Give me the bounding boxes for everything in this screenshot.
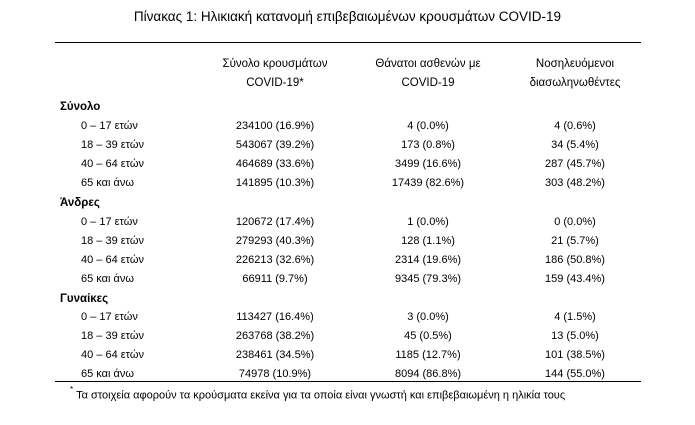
row-label: 65 και άνω xyxy=(81,177,134,189)
cell-cases: 113427 (16.4%) xyxy=(236,311,314,323)
cell-intubated: 21 (5.7%) xyxy=(551,235,599,247)
table-row: 40 – 64 ετών 464689 (33.6%) 3499 (16.6%)… xyxy=(55,155,641,174)
cell-intubated: 303 (48.2%) xyxy=(545,177,605,189)
table-row: 0 – 17 ετών 120672 (17.4%) 1 (0.0%) 0 (0… xyxy=(55,213,641,232)
row-label: 40 – 64 ετών xyxy=(81,349,144,361)
row-label: 18 – 39 ετών xyxy=(81,235,144,247)
cell-deaths: 1 (0.0%) xyxy=(407,216,449,228)
column-header-line: Θάνατοι ασθενών με xyxy=(375,58,481,70)
row-label: 18 – 39 ετών xyxy=(81,139,144,151)
table-row: 18 – 39 ετών 543067 (39.2%) 173 (0.8%) 3… xyxy=(55,136,641,155)
cell-deaths: 3499 (16.6%) xyxy=(394,158,462,170)
table-row: 65 και άνω 141895 (10.3%) 17439 (82.6%) … xyxy=(55,174,641,193)
column-header-total-cases: Σύνολο κρουσμάτων COVID-19* xyxy=(205,55,345,93)
table-bottom-rule xyxy=(55,381,641,382)
cell-intubated: 4 (1.5%) xyxy=(554,311,596,323)
table-row: 65 και άνω 74978 (10.9%) 8094 (86.8%) 14… xyxy=(55,365,641,384)
row-label: 0 – 17 ετών xyxy=(81,120,138,132)
cell-intubated: 0 (0.0%) xyxy=(554,216,596,228)
cell-cases: 141895 (10.3%) xyxy=(235,177,315,189)
column-header-deaths: Θάνατοι ασθενών με COVID-19 xyxy=(363,55,493,93)
cell-deaths: 2314 (19.6%) xyxy=(394,254,462,266)
cell-deaths: 9345 (79.3%) xyxy=(394,273,462,285)
column-header-line: COVID-19* xyxy=(246,77,304,89)
group-title-men: Άνδρες xyxy=(60,197,100,209)
cell-cases: 543067 (39.2%) xyxy=(235,139,315,151)
cell-deaths: 8094 (86.8%) xyxy=(394,368,462,380)
cell-cases: 74978 (10.9%) xyxy=(238,368,312,380)
cell-cases: 279293 (40.3%) xyxy=(235,235,315,247)
cell-deaths: 17439 (82.6%) xyxy=(391,177,465,189)
cell-cases: 238461 (34.5%) xyxy=(235,349,315,361)
cell-deaths: 45 (0.5%) xyxy=(404,330,452,342)
column-header-line: διασωληνωθέντες xyxy=(529,77,621,89)
cell-deaths: 128 (1.1%) xyxy=(401,235,455,247)
cell-cases: 226213 (32.6%) xyxy=(235,254,315,266)
row-label: 40 – 64 ετών xyxy=(81,254,144,266)
table-row: 0 – 17 ετών 234100 (16.9%) 4 (0.0%) 4 (0… xyxy=(55,117,641,136)
footnote-marker: * xyxy=(70,385,74,394)
cell-intubated: 101 (38.5%) xyxy=(545,349,605,361)
cell-deaths: 1185 (12.7%) xyxy=(395,349,461,361)
row-label: 40 – 64 ετών xyxy=(81,158,144,170)
column-header-line: Σύνολο κρουσμάτων xyxy=(222,58,328,70)
cell-deaths: 4 (0.0%) xyxy=(407,120,449,132)
cell-intubated: 13 (5.0%) xyxy=(551,330,599,342)
cell-intubated: 4 (0.6%) xyxy=(554,120,596,132)
table-row: 18 – 39 ετών 263768 (38.2%) 45 (0.5%) 13… xyxy=(55,327,641,346)
cell-cases: 234100 (16.9%) xyxy=(235,120,315,132)
footnote: *Τα στοιχεία αφορούν τα κρούσματα εκείνα… xyxy=(70,384,565,404)
table-row: 65 και άνω 66911 (9.7%) 9345 (79.3%) 159… xyxy=(55,270,641,289)
row-label: 18 – 39 ετών xyxy=(81,330,144,342)
row-label: 0 – 17 ετών xyxy=(81,311,138,323)
table-row: 40 – 64 ετών 226213 (32.6%) 2314 (19.6%)… xyxy=(55,251,641,270)
table-title: Πίνακας 1: Ηλικιακή κατανομή επιβεβαιωμέ… xyxy=(133,9,562,24)
table-row: 18 – 39 ετών 279293 (40.3%) 128 (1.1%) 2… xyxy=(55,232,641,251)
table-row: 40 – 64 ετών 238461 (34.5%) 1185 (12.7%)… xyxy=(55,346,641,365)
cell-intubated: 287 (45.7%) xyxy=(545,158,605,170)
cell-cases: 464689 (33.6%) xyxy=(235,158,315,170)
row-label: 65 και άνω xyxy=(81,368,134,380)
cell-intubated: 159 (43.4%) xyxy=(545,273,605,285)
column-header-line: COVID-19 xyxy=(401,77,455,89)
cell-cases: 120672 (17.4%) xyxy=(235,216,315,228)
cell-intubated: 144 (55.0%) xyxy=(545,368,605,380)
table-header: Σύνολο κρουσμάτων COVID-19* Θάνατοι ασθε… xyxy=(55,55,641,95)
cell-deaths: 173 (0.8%) xyxy=(401,139,455,151)
table-row: 0 – 17 ετών 113427 (16.4%) 3 (0.0%) 4 (1… xyxy=(55,308,641,327)
group-title-total: Σύνολο xyxy=(60,101,101,113)
cell-cases: 263768 (38.2%) xyxy=(235,330,315,342)
row-label: 0 – 17 ετών xyxy=(81,216,138,228)
column-header-intubated: Νοσηλευόμενοι διασωληνωθέντες xyxy=(510,55,640,93)
cell-cases: 66911 (9.7%) xyxy=(242,273,308,285)
footnote-text: Τα στοιχεία αφορούν τα κρούσματα εκείνα … xyxy=(76,389,566,402)
cell-intubated: 34 (5.4%) xyxy=(551,139,599,151)
group-title-women: Γυναίκες xyxy=(60,293,109,305)
row-label: 65 και άνω xyxy=(81,273,134,285)
cell-intubated: 186 (50.8%) xyxy=(545,254,605,266)
table-top-rule xyxy=(55,42,641,43)
column-header-line: Νοσηλευόμενοι xyxy=(535,58,615,70)
cell-deaths: 3 (0.0%) xyxy=(407,311,449,323)
